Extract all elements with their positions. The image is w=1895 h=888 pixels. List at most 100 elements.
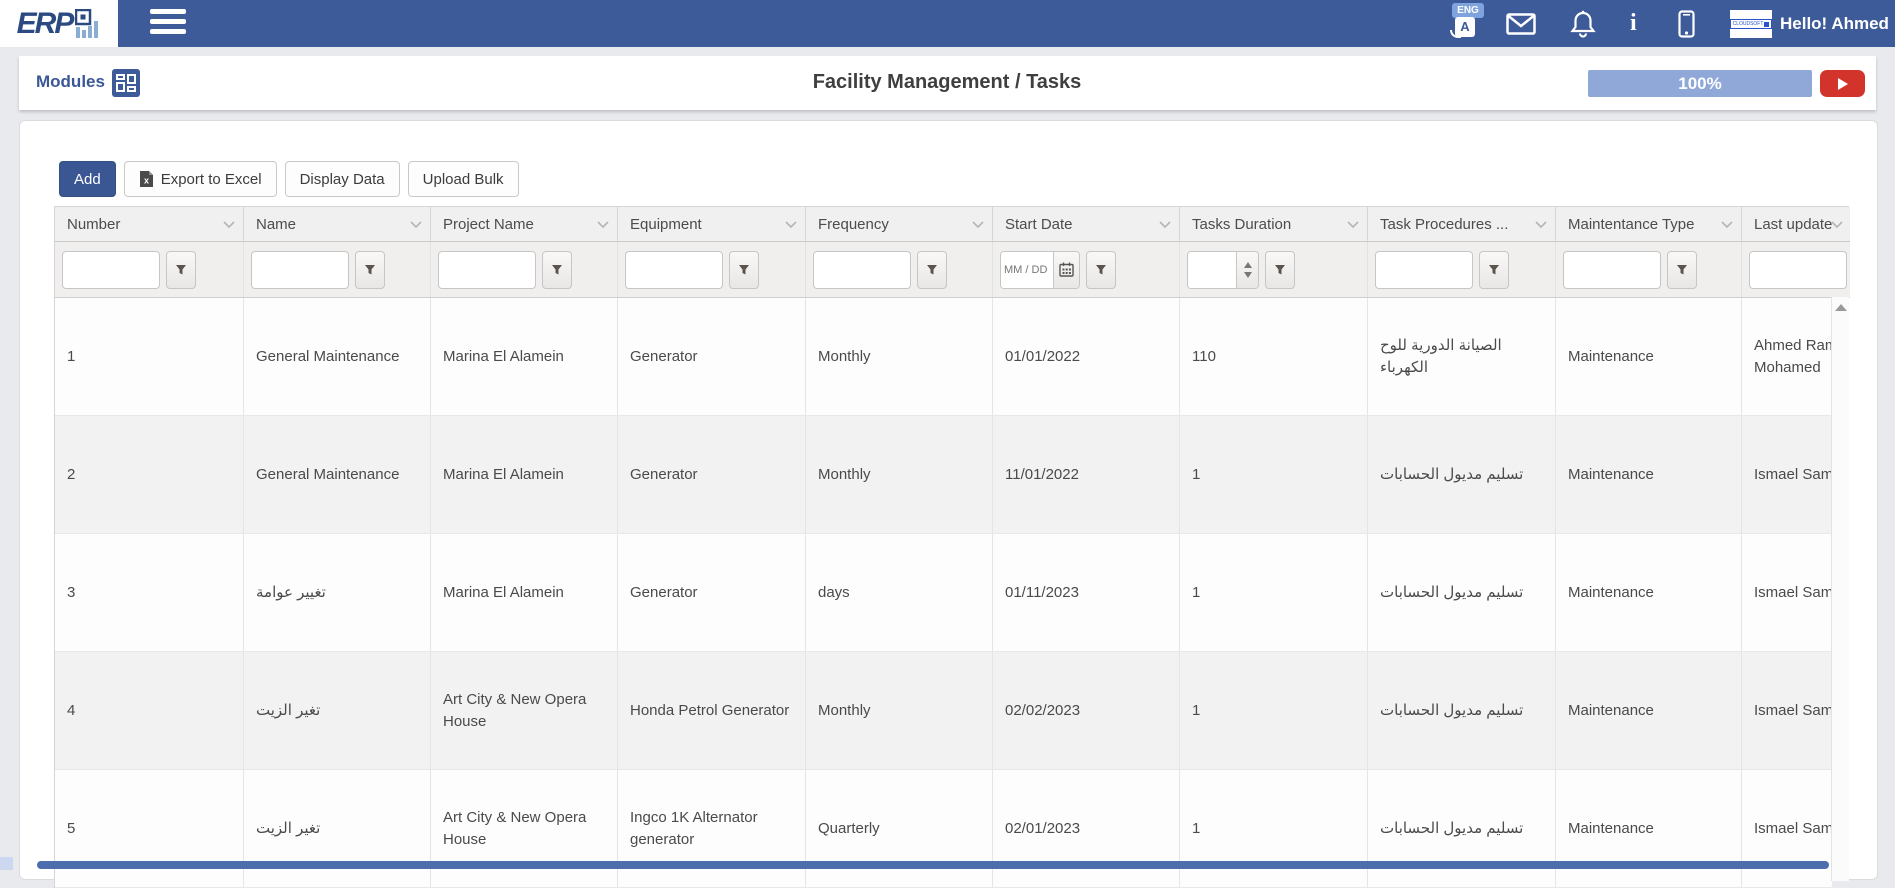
cell-maint-type: Maintenance [1556,652,1742,769]
mail-icon[interactable] [1506,0,1536,47]
user-greeting[interactable]: Hello! Ahmed [1780,13,1889,33]
start-date-filter-input[interactable] [1001,251,1053,288]
maint-type-filter-input[interactable] [1563,250,1661,289]
filter-cell-procedures [1368,242,1556,297]
column-header[interactable]: Equipment [618,207,806,241]
cell-duration: 1 [1180,770,1368,887]
chevron-down-icon[interactable] [1831,221,1843,228]
chevron-down-icon[interactable] [1347,221,1359,228]
column-header[interactable]: Maintentance Type [1556,207,1742,241]
cell-start-date: 02/02/2023 [993,652,1180,769]
column-header[interactable]: Task Procedures ... [1368,207,1556,241]
export-to-excel-label: Export to Excel [160,170,262,188]
menu-hamburger-icon[interactable] [150,9,190,39]
calendar-button[interactable] [1053,251,1079,288]
filter-cell-name [244,242,431,297]
start-date-filter-button[interactable] [1086,250,1116,289]
export-to-excel-button[interactable]: x Export to Excel [123,161,277,197]
vertical-scrollbar[interactable] [1831,297,1849,881]
name-filter-button[interactable] [355,250,385,289]
filter-cell-equipment [618,242,806,297]
cell-equipment: Ingco 1K Alternator generator [618,770,806,887]
last-update-filter-input[interactable] [1749,250,1847,289]
column-header-label: Start Date [1005,215,1073,233]
column-header[interactable]: Name [244,207,431,241]
cell-duration: 110 [1180,298,1368,415]
table-row[interactable]: 4 تغير الزيت Art City & New Opera House … [55,652,1832,770]
column-header[interactable]: Number [55,207,244,241]
funnel-icon [927,264,937,274]
excel-file-icon: x [139,171,153,187]
chevron-down-icon[interactable] [972,221,984,228]
column-header[interactable]: Last update [1742,207,1850,241]
duration-filter-button[interactable] [1265,250,1295,289]
filter-cell-frequency [806,242,993,297]
breadcrumb-modules[interactable]: Modules [36,72,105,91]
table-row[interactable]: 3 تغيير عوامة Marina El Alamein Generato… [55,534,1832,652]
chevron-down-icon[interactable] [1535,221,1547,228]
cell-last-update: Ahmed Ram Mohamed [1742,298,1832,415]
table-row[interactable]: 2 General Maintenance Marina El Alamein … [55,416,1832,534]
project-filter-button[interactable] [542,250,572,289]
table-row[interactable]: 1 General Maintenance Marina El Alamein … [55,298,1832,416]
logo-text: ERP [16,6,75,40]
play-icon [1837,77,1848,90]
progress-bar: 100% [1588,70,1812,97]
add-button[interactable]: Add [59,161,116,197]
equipment-filter-button[interactable] [729,250,759,289]
content-card: Add x Export to Excel Display Data Uploa… [19,120,1878,888]
project-filter-input[interactable] [438,250,536,289]
language-badge[interactable]: ENG [1452,3,1484,18]
cell-equipment: Honda Petrol Generator [618,652,806,769]
chevron-down-icon[interactable] [597,221,609,228]
frequency-filter-input[interactable] [813,250,911,289]
cell-number: 2 [55,416,244,533]
number-filter-button[interactable] [166,250,196,289]
column-header[interactable]: Frequency [806,207,993,241]
modules-grid-icon[interactable] [112,69,140,97]
translate-arc-icon [1450,30,1461,38]
equipment-filter-input[interactable] [625,250,723,289]
cell-last-update: Ismael Sam [1742,534,1832,651]
table-row[interactable]: 5 تغير الزيت Art City & New Opera House … [55,770,1832,888]
spinner-up-icon[interactable] [1243,261,1252,268]
play-button[interactable] [1820,70,1865,97]
horizontal-scrollbar-thumb[interactable] [37,861,1829,869]
chevron-down-icon[interactable] [223,221,235,228]
scroll-up-icon[interactable] [1835,304,1847,311]
cell-equipment: Generator [618,534,806,651]
funnel-icon [365,264,375,274]
column-header[interactable]: Project Name [431,207,618,241]
brand-logo-badge[interactable]: CLOUDSOFT [1729,10,1773,38]
app-logo[interactable]: ERP [0,0,118,47]
maint-type-filter-button[interactable] [1667,250,1697,289]
mobile-phone-icon[interactable] [1678,0,1695,47]
column-header[interactable]: Tasks Duration [1180,207,1368,241]
frequency-filter-button[interactable] [917,250,947,289]
cell-frequency: Quarterly [806,770,993,887]
cell-procedures: تسليم مديول الحسابات [1368,770,1556,887]
chevron-down-icon[interactable] [785,221,797,228]
chevron-down-icon[interactable] [410,221,422,228]
procedures-filter-input[interactable] [1375,250,1473,289]
cell-start-date: 11/01/2022 [993,416,1180,533]
spinner-down-icon[interactable] [1243,271,1252,278]
number-filter-input[interactable] [62,250,160,289]
cell-start-date: 01/01/2022 [993,298,1180,415]
notifications-bell-icon[interactable] [1570,0,1596,47]
cell-frequency: Monthly [806,298,993,415]
cell-name: General Maintenance [244,416,431,533]
info-icon[interactable]: i [1630,10,1637,36]
cell-number: 3 [55,534,244,651]
name-filter-input[interactable] [251,250,349,289]
column-header[interactable]: Start Date [993,207,1180,241]
procedures-filter-button[interactable] [1479,250,1509,289]
display-data-button[interactable]: Display Data [284,161,400,197]
upload-bulk-button[interactable]: Upload Bulk [407,161,519,197]
chevron-down-icon[interactable] [1159,221,1171,228]
duration-filter-input[interactable] [1188,251,1236,288]
cell-start-date: 01/11/2023 [993,534,1180,651]
duration-stepper[interactable] [1236,251,1258,288]
chevron-down-icon[interactable] [1721,221,1733,228]
funnel-icon [1489,264,1499,274]
